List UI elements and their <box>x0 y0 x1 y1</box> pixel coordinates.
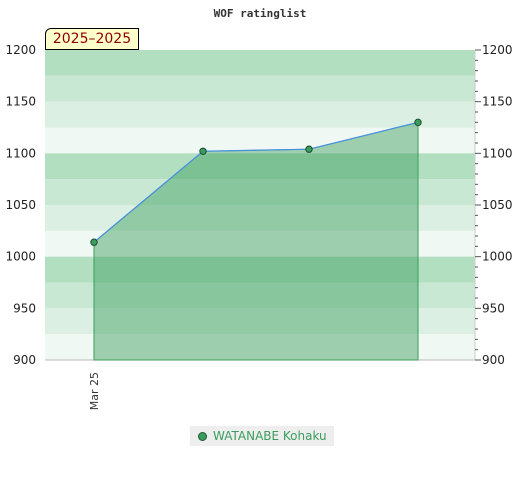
y-tick-label-right: 1050 <box>482 198 513 212</box>
y-tick-label-left: 900 <box>13 353 36 367</box>
background-band <box>45 179 475 205</box>
background-band <box>45 50 475 76</box>
y-tick-label-right: 1100 <box>482 146 513 160</box>
background-band <box>45 205 475 231</box>
data-point <box>199 147 207 155</box>
legend[interactable]: WATANABE Kohaku <box>190 426 334 446</box>
legend-label: WATANABE Kohaku <box>213 429 327 443</box>
data-point <box>90 238 98 246</box>
background-band <box>45 101 475 128</box>
background-band <box>45 153 475 180</box>
y-tick-label-left: 1000 <box>5 250 36 264</box>
background-band <box>45 127 475 154</box>
y-tick-label-right: 950 <box>482 301 505 315</box>
y-tick-label-right: 900 <box>482 353 505 367</box>
y-tick-label-left: 1050 <box>5 198 36 212</box>
background-band <box>45 256 475 283</box>
x-tick-label: Mar 25 <box>88 372 101 410</box>
chart-title: WOF ratinglist <box>214 7 307 20</box>
background-band <box>45 282 475 309</box>
data-point <box>414 118 422 127</box>
background-band <box>45 75 475 102</box>
year-range-badge: 2025–2025 <box>45 28 139 50</box>
legend-marker-icon <box>198 431 207 441</box>
y-tick-label-right: 1150 <box>482 95 513 109</box>
y-tick-label-left: 1200 <box>5 43 36 57</box>
y-tick-label-left: 950 <box>13 301 36 315</box>
y-tick-label-right: 1000 <box>482 250 513 264</box>
series-line <box>93 121 419 243</box>
y-tick-label-left: 1100 <box>5 146 36 160</box>
background-band <box>45 334 475 360</box>
y-tick-label-right: 1200 <box>482 43 513 57</box>
background-band <box>45 308 475 335</box>
background-band <box>45 230 475 257</box>
data-point <box>305 145 313 153</box>
y-tick-label-left: 1150 <box>5 95 36 109</box>
